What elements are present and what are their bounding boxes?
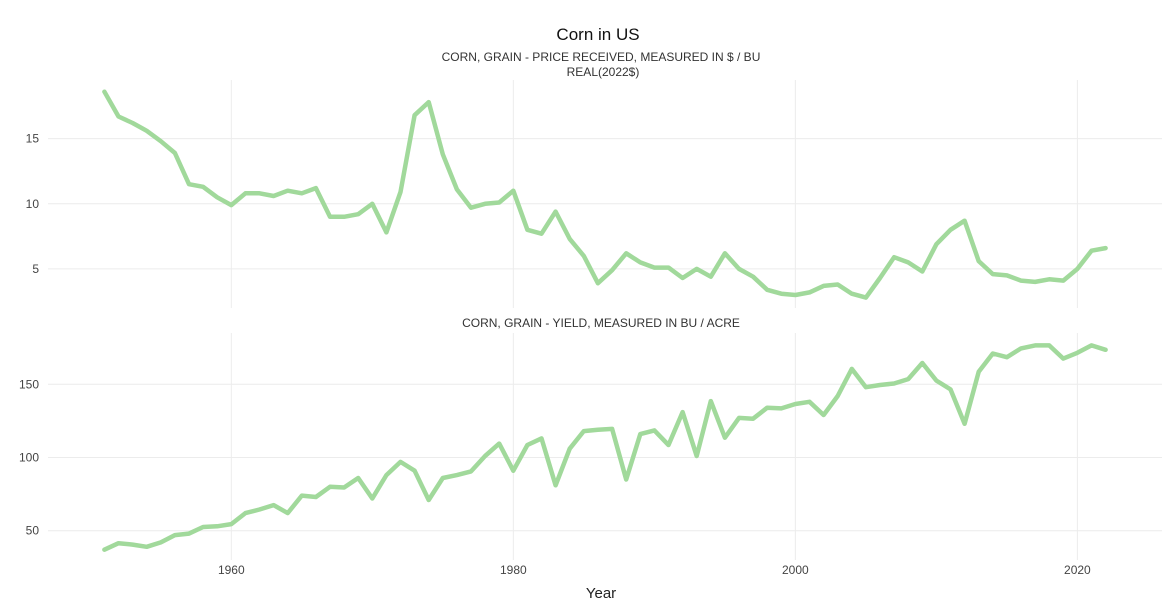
chart-title: Corn in US <box>556 25 639 44</box>
labels-layer: 5 10 15 50 100 150 1960 1980 2000 2020 <box>19 132 1091 577</box>
top-panel-subtitle: REAL(2022$) <box>567 65 640 79</box>
panel-0-y-tick-label: 15 <box>26 132 40 146</box>
panel-0-series-line <box>102 89 1108 300</box>
x-tick-label: 1980 <box>500 563 527 577</box>
top-panel-title: CORN, GRAIN - PRICE RECEIVED, MEASURED I… <box>442 50 761 64</box>
panel-1-y-tick-label: 150 <box>19 377 39 391</box>
x-tick-label: 1960 <box>218 563 245 577</box>
x-axis-title: Year <box>586 585 616 600</box>
x-tick-label: 2020 <box>1064 563 1091 577</box>
panel-0-y-tick-label: 5 <box>32 262 39 276</box>
panel-0-y-tick-label: 10 <box>26 197 40 211</box>
bottom-panel-title: CORN, GRAIN - YIELD, MEASURED IN BU / AC… <box>462 316 740 330</box>
panel-1-y-tick-label: 100 <box>19 450 39 464</box>
panel-1-series-line <box>102 343 1108 552</box>
panel-1-y-tick-label: 50 <box>26 524 40 538</box>
lines-layer <box>102 89 1108 552</box>
x-tick-label: 2000 <box>782 563 809 577</box>
